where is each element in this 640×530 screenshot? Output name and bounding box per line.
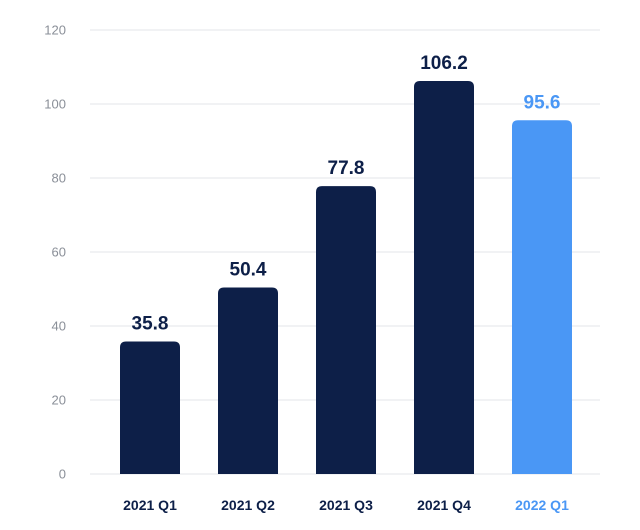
bar-2022-q1 [512,120,572,474]
x-tick-label: 2022 Q1 [515,497,569,513]
y-tick-label: 0 [59,467,66,482]
data-label: 106.2 [420,53,468,74]
x-axis-ticks: 2021 Q1 2021 Q2 2021 Q3 2021 Q4 2022 Q1 [123,497,569,513]
y-tick-label: 20 [52,393,66,408]
data-label: 35.8 [132,314,169,335]
data-label: 50.4 [230,260,267,281]
x-tick-label: 2021 Q3 [319,497,373,513]
x-tick-label: 2021 Q4 [417,497,471,513]
y-tick-label: 40 [52,319,66,334]
x-tick-label: 2021 Q2 [221,497,275,513]
data-label: 95.6 [524,92,561,113]
bar-2021-q4 [414,81,474,474]
bar-2021-q2 [218,287,278,474]
bars [120,81,572,474]
bar-2021-q3 [316,186,376,474]
data-label: 77.8 [328,158,365,179]
y-tick-label: 100 [44,97,66,112]
x-tick-label: 2021 Q1 [123,497,177,513]
bar-2021-q1 [120,341,180,474]
y-axis-ticks: 0 20 40 60 80 100 120 [44,23,66,482]
data-labels: 35.8 50.4 77.8 106.2 95.6 [132,53,561,334]
y-tick-label: 120 [44,23,66,38]
y-tick-label: 80 [52,171,66,186]
y-tick-label: 60 [52,245,66,260]
